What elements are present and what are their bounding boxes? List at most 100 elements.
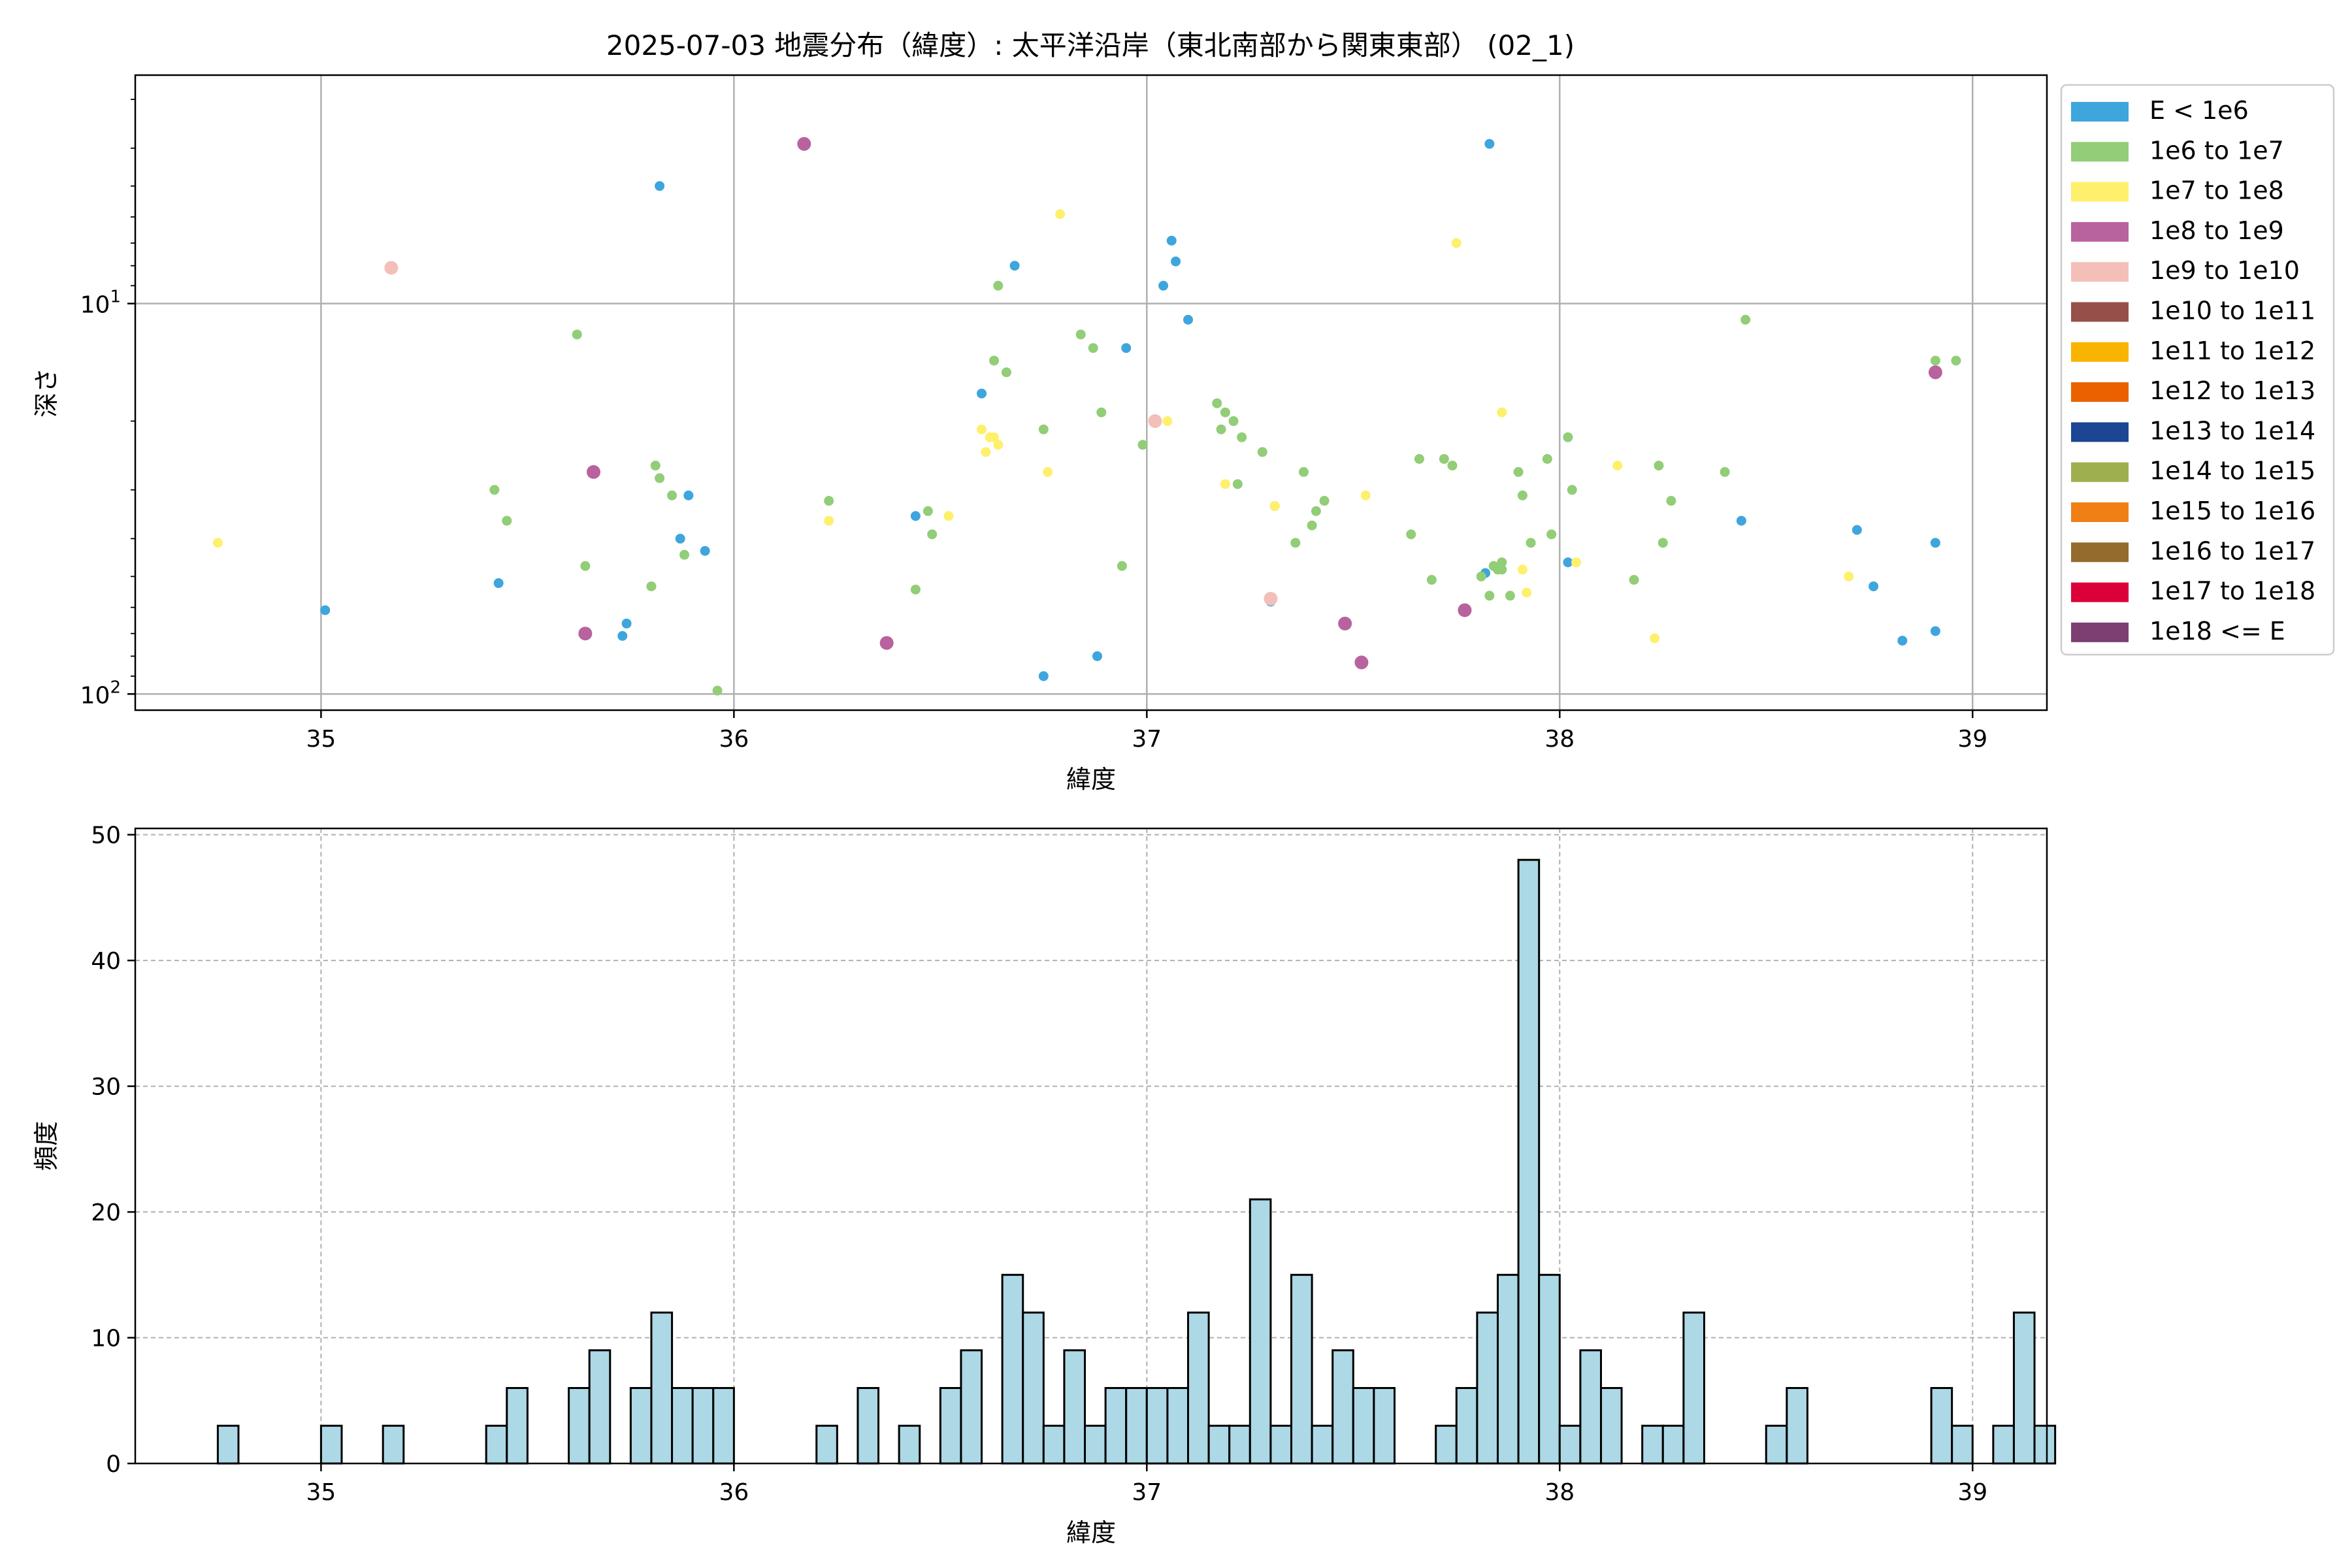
scatter-point bbox=[1414, 453, 1424, 464]
histogram-y-tick-label: 20 bbox=[91, 1200, 121, 1226]
histogram-bar bbox=[1765, 1424, 1788, 1465]
scatter-point bbox=[1484, 591, 1495, 601]
scatter-point bbox=[1092, 651, 1102, 661]
scatter-point bbox=[1137, 440, 1148, 450]
histogram-bar bbox=[1331, 1349, 1354, 1465]
scatter-point bbox=[1228, 416, 1239, 427]
scatter-point bbox=[1517, 490, 1527, 500]
scatter-y-tick-label: 102 bbox=[80, 678, 121, 709]
histogram-bar bbox=[650, 1311, 674, 1465]
scatter-point bbox=[993, 440, 1004, 450]
histogram-bar bbox=[216, 1424, 240, 1465]
scatter-point bbox=[1311, 506, 1321, 516]
histogram-y-tick-label: 40 bbox=[91, 948, 121, 975]
scatter-point bbox=[646, 581, 657, 591]
scatter-point bbox=[1148, 414, 1162, 429]
scatter-point bbox=[910, 511, 921, 521]
scatter-x-tick-label: 35 bbox=[306, 726, 336, 753]
scatter-point bbox=[988, 432, 999, 442]
histogram-bar bbox=[1538, 1273, 1561, 1465]
histogram-x-tick-label: 39 bbox=[1957, 1479, 1987, 1506]
histogram-bar bbox=[1063, 1349, 1086, 1465]
scatter-point bbox=[1546, 529, 1557, 540]
scatter-point bbox=[1505, 591, 1515, 601]
legend-label: E < 1e6 bbox=[2149, 96, 2249, 125]
scatter-point bbox=[700, 546, 710, 556]
legend-swatch bbox=[2071, 342, 2129, 362]
scatter-point bbox=[1269, 501, 1280, 512]
scatter-point bbox=[1220, 407, 1230, 417]
scatter-points bbox=[212, 137, 1961, 696]
scatter-point bbox=[675, 533, 685, 544]
scatter-point bbox=[650, 461, 661, 471]
histogram-bar bbox=[1373, 1387, 1396, 1465]
chart-title: 2025-07-03 地震分布（緯度）: 太平洋沿岸（東北南部から関東東部） (… bbox=[606, 29, 1575, 61]
histogram-bar bbox=[960, 1349, 983, 1465]
scatter-y-tick-label: 101 bbox=[80, 287, 121, 319]
histogram-bar bbox=[1476, 1311, 1499, 1465]
legend-swatch bbox=[2071, 382, 2129, 402]
scatter-point bbox=[1038, 424, 1049, 434]
histogram-bar bbox=[1104, 1387, 1128, 1465]
scatter-y-ticks: 101 102 bbox=[80, 99, 135, 709]
scatter-panel: 35 36 37 38 39 101 102 緯度 深さ bbox=[32, 74, 2048, 794]
histogram-bar bbox=[1084, 1424, 1107, 1465]
histogram-bar bbox=[1352, 1387, 1375, 1465]
scatter-point bbox=[1497, 407, 1507, 417]
scatter-point bbox=[1264, 591, 1278, 606]
scatter-point bbox=[1354, 655, 1369, 670]
histogram-y-tick-label: 50 bbox=[91, 823, 121, 849]
scatter-x-tick-label: 36 bbox=[719, 726, 749, 753]
scatter-frame bbox=[134, 74, 2048, 711]
histogram-bar bbox=[1661, 1424, 1685, 1465]
scatter-point bbox=[1740, 314, 1751, 325]
scatter-point bbox=[586, 465, 600, 479]
legend-swatch bbox=[2071, 102, 2129, 122]
histogram-bar bbox=[1579, 1349, 1602, 1465]
legend-label: 1e16 to 1e17 bbox=[2149, 536, 2315, 565]
histogram-y-tick-label: 10 bbox=[91, 1326, 121, 1352]
histogram-bar bbox=[485, 1424, 508, 1465]
scatter-point bbox=[988, 355, 999, 366]
histogram-bars bbox=[216, 858, 2057, 1465]
scatter-point bbox=[1216, 424, 1226, 434]
scatter-point bbox=[667, 490, 678, 500]
histogram-y-tick-label: 30 bbox=[91, 1074, 121, 1101]
scatter-point bbox=[1654, 461, 1664, 471]
scatter-point bbox=[1517, 564, 1527, 575]
scatter-point bbox=[1220, 479, 1230, 489]
legend-swatch bbox=[2071, 182, 2129, 202]
histogram-bar bbox=[1001, 1273, 1024, 1465]
scatter-x-ticks: 35 36 37 38 39 bbox=[306, 710, 1987, 753]
histogram-y-tick-label: 0 bbox=[106, 1451, 121, 1478]
scatter-point bbox=[617, 630, 628, 641]
histogram-x-tick-label: 35 bbox=[306, 1479, 336, 1506]
scatter-point bbox=[910, 584, 921, 595]
scatter-point bbox=[320, 605, 331, 615]
scatter-point bbox=[1458, 603, 1472, 617]
scatter-point bbox=[1338, 616, 1352, 630]
scatter-point bbox=[1930, 355, 1940, 366]
histogram-bar bbox=[671, 1387, 694, 1465]
histogram-bar bbox=[382, 1424, 405, 1465]
scatter-point bbox=[1844, 571, 1854, 581]
histogram-bar bbox=[1125, 1387, 1148, 1465]
histogram-panel: 35 36 37 38 39 0 10 20 30 40 50 緯度 頻度 bbox=[32, 823, 2057, 1547]
histogram-bar bbox=[2033, 1424, 2057, 1465]
legend-label: 1e18 <= E bbox=[2149, 617, 2285, 645]
legend-swatch bbox=[2071, 502, 2129, 522]
scatter-x-tick-label: 37 bbox=[1132, 726, 1162, 753]
scatter-point bbox=[977, 424, 987, 434]
scatter-point bbox=[993, 280, 1004, 291]
scatter-y-label: 深さ bbox=[32, 368, 61, 417]
legend-label: 1e6 to 1e7 bbox=[2149, 136, 2284, 165]
histogram-bar bbox=[319, 1424, 343, 1465]
legend-label: 1e15 to 1e16 bbox=[2149, 497, 2315, 525]
histogram-bar bbox=[1930, 1387, 1953, 1465]
scatter-point bbox=[1043, 466, 1053, 477]
histogram-x-ticks: 35 36 37 38 39 bbox=[306, 1463, 1987, 1506]
scatter-x-tick-label: 39 bbox=[1957, 726, 1987, 753]
scatter-point bbox=[580, 561, 591, 571]
scatter-point bbox=[1162, 416, 1173, 427]
